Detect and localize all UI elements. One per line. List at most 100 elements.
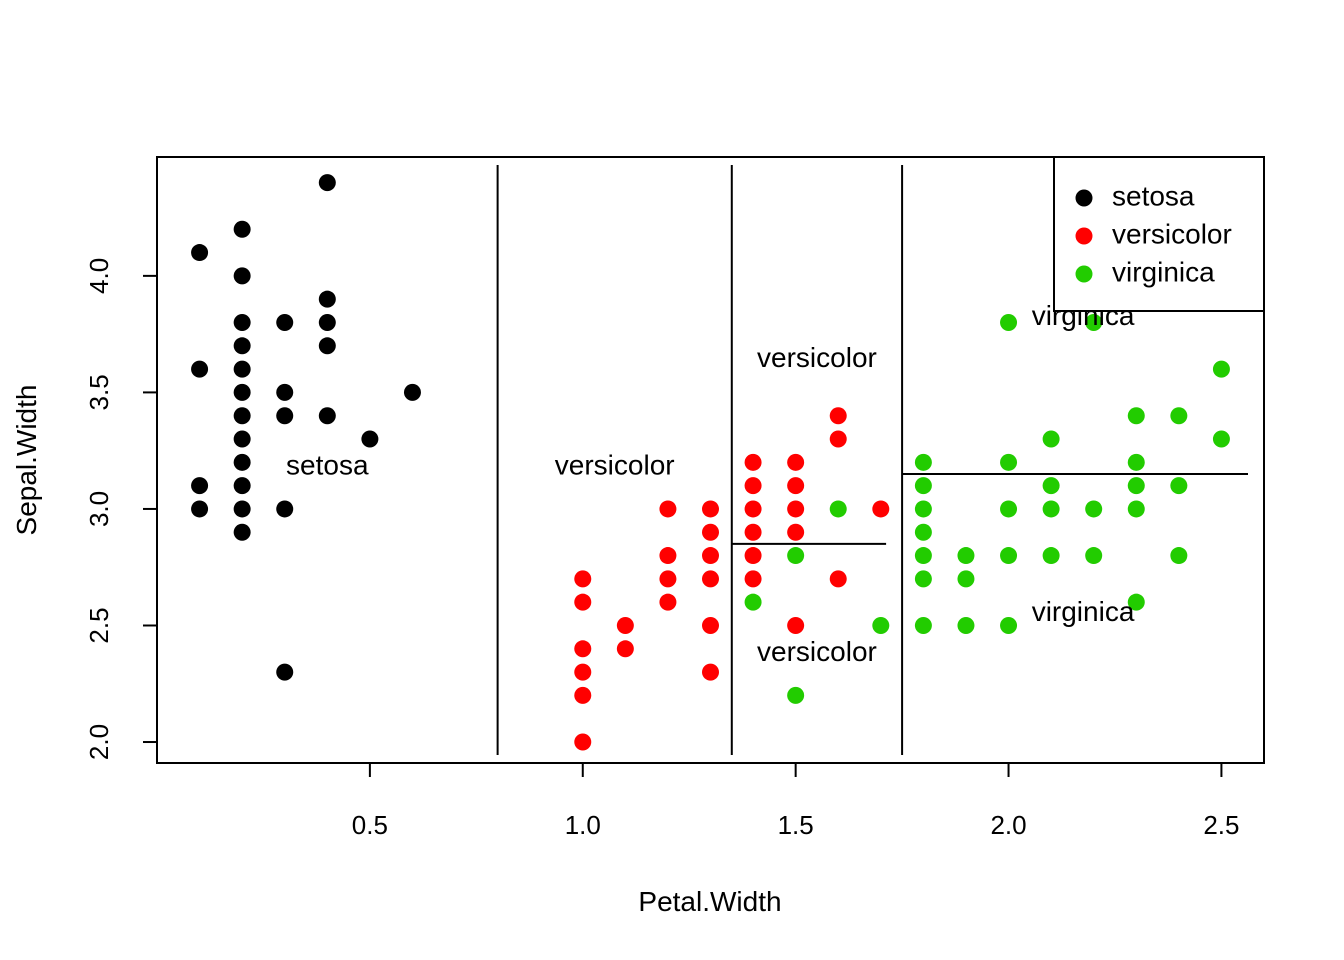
- x-tick-label-2: 1.5: [778, 810, 814, 840]
- legend-marker-virginica: [1075, 265, 1093, 283]
- data-points: [191, 174, 1230, 751]
- legend-marker-setosa: [1075, 189, 1093, 207]
- legend-label-versicolor: versicolor: [1112, 218, 1232, 249]
- point-virginica-2: [787, 686, 805, 704]
- point-virginica-13: [957, 570, 975, 588]
- point-virginica-4: [872, 616, 890, 634]
- point-virginica-7: [914, 500, 932, 518]
- point-versicolor-2: [574, 640, 592, 658]
- region-label-3: versicolor: [757, 636, 877, 667]
- point-versicolor-20: [744, 500, 762, 518]
- point-virginica-5: [914, 453, 932, 471]
- point-setosa-16: [276, 313, 294, 331]
- x-axis-title: Petal.Width: [638, 886, 781, 917]
- legend-label-setosa: setosa: [1112, 180, 1195, 211]
- point-versicolor-28: [787, 616, 805, 634]
- point-virginica-19: [1000, 616, 1018, 634]
- point-virginica-14: [957, 616, 975, 634]
- point-versicolor-13: [702, 523, 719, 541]
- point-versicolor-11: [659, 593, 677, 611]
- point-virginica-20: [1042, 430, 1060, 448]
- point-versicolor-18: [744, 453, 762, 471]
- point-versicolor-23: [744, 570, 762, 588]
- point-versicolor-24: [787, 453, 805, 471]
- point-setosa-10: [233, 407, 251, 425]
- legend-marker-versicolor: [1075, 227, 1093, 245]
- legend-label-virginica: virginica: [1112, 256, 1215, 287]
- x-tick-label-4: 2.5: [1203, 810, 1239, 840]
- point-setosa-5: [233, 267, 251, 285]
- point-setosa-8: [233, 360, 251, 378]
- point-setosa-2: [191, 477, 209, 495]
- point-setosa-7: [233, 337, 251, 355]
- point-setosa-15: [233, 523, 251, 541]
- point-setosa-6: [233, 313, 251, 331]
- x-tick-label-1: 1.0: [565, 810, 601, 840]
- point-versicolor-26: [787, 500, 805, 518]
- point-setosa-17: [276, 383, 294, 401]
- point-virginica-36: [1212, 430, 1230, 448]
- point-versicolor-29: [829, 407, 847, 425]
- point-virginica-25: [1085, 500, 1103, 518]
- point-virginica-17: [1000, 500, 1018, 518]
- point-versicolor-8: [659, 500, 677, 518]
- point-versicolor-25: [787, 477, 805, 495]
- point-setosa-22: [318, 290, 336, 308]
- point-versicolor-14: [702, 547, 719, 565]
- point-versicolor-5: [574, 733, 592, 751]
- y-tick-label-1: 2.5: [84, 607, 114, 643]
- legend: setosa versicolor virginica: [1053, 156, 1265, 312]
- point-versicolor-7: [616, 640, 634, 658]
- x-tick-label-0: 0.5: [352, 810, 388, 840]
- point-virginica-15: [1000, 313, 1018, 331]
- y-axis: 2.0 2.5 3.0 3.5 4.0: [84, 258, 158, 760]
- point-versicolor-31: [829, 570, 847, 588]
- point-versicolor-0: [574, 570, 592, 588]
- point-versicolor-12: [702, 500, 719, 518]
- point-virginica-23: [1042, 547, 1060, 565]
- point-setosa-3: [191, 500, 209, 518]
- point-virginica-0: [744, 593, 762, 611]
- y-tick-label-0: 2.0: [84, 724, 114, 760]
- point-virginica-8: [914, 523, 932, 541]
- point-versicolor-16: [702, 616, 719, 634]
- y-tick-label-2: 3.0: [84, 491, 114, 527]
- x-tick-label-3: 2.0: [990, 810, 1026, 840]
- point-versicolor-3: [574, 663, 592, 681]
- point-setosa-1: [191, 360, 209, 378]
- x-axis: 0.5 1.0 1.5 2.0 2.5: [352, 762, 1240, 840]
- point-versicolor-19: [744, 477, 762, 495]
- point-versicolor-27: [787, 523, 805, 541]
- point-virginica-24: [1085, 313, 1103, 331]
- point-versicolor-4: [574, 686, 592, 704]
- point-versicolor-17: [702, 663, 719, 681]
- point-virginica-29: [1127, 477, 1145, 495]
- point-virginica-22: [1042, 500, 1060, 518]
- point-versicolor-1: [574, 593, 592, 611]
- point-setosa-25: [318, 407, 336, 425]
- point-setosa-20: [276, 663, 294, 681]
- point-virginica-35: [1212, 360, 1230, 378]
- point-versicolor-6: [616, 616, 634, 634]
- point-setosa-27: [403, 383, 421, 401]
- point-virginica-6: [914, 477, 932, 495]
- y-tick-label-4: 4.0: [84, 258, 114, 294]
- point-virginica-28: [1127, 453, 1145, 471]
- region-label-1: versicolor: [555, 449, 675, 480]
- point-virginica-11: [914, 616, 932, 634]
- point-setosa-21: [318, 174, 336, 192]
- point-virginica-27: [1127, 407, 1145, 425]
- y-tick-label-3: 3.5: [84, 374, 114, 410]
- point-setosa-23: [318, 313, 336, 331]
- point-versicolor-30: [829, 430, 847, 448]
- point-virginica-12: [957, 547, 975, 565]
- point-versicolor-22: [744, 547, 762, 565]
- point-virginica-18: [1000, 547, 1018, 565]
- point-setosa-19: [276, 500, 294, 518]
- point-virginica-30: [1127, 500, 1145, 518]
- point-setosa-13: [233, 477, 251, 495]
- point-setosa-4: [233, 220, 251, 238]
- point-virginica-26: [1085, 547, 1103, 565]
- point-virginica-16: [1000, 453, 1018, 471]
